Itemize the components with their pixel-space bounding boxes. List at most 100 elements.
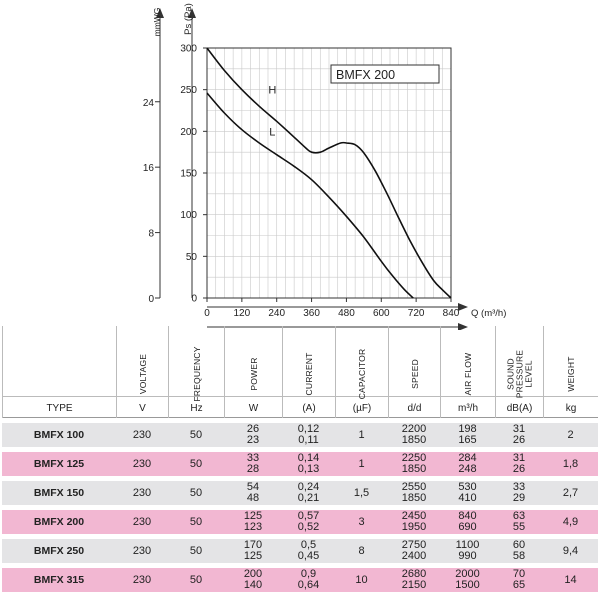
y2-tick-label: 24 — [143, 98, 155, 109]
header-label-weight: WEIGHT — [566, 356, 576, 392]
cell-value: 2450 — [401, 510, 427, 522]
cell-weight: 9,4 — [562, 544, 579, 557]
cell-speed: 2450 1950 — [388, 510, 440, 534]
cell-value: 0,52 — [297, 521, 320, 533]
x-axis-arrow — [458, 303, 468, 311]
series-l-curve — [206, 92, 414, 299]
cell-value: 284 — [458, 452, 477, 464]
cell-value: 1850 — [401, 492, 427, 504]
cell-frequency: 50 — [189, 428, 203, 441]
cell-weight: 14 — [564, 573, 577, 586]
y2-tick-label: 8 — [148, 229, 154, 240]
cell-value: 530 — [458, 481, 477, 493]
cell-value: 1500 — [455, 579, 480, 591]
header-label-power: POWER — [248, 357, 259, 391]
cell-type: BMFX 125 — [33, 457, 85, 470]
header-weight: WEIGHT kg — [543, 326, 598, 418]
header-unit-power: W — [248, 403, 259, 414]
x-tick-label: 720 — [408, 308, 425, 319]
cell-speed: 2550 1850 — [388, 481, 440, 505]
cell-value: 26 — [512, 434, 526, 446]
cell-power: 200 140 — [224, 568, 282, 592]
cell-voltage: 230 — [132, 486, 152, 499]
y-tick-label: 150 — [180, 169, 197, 180]
cell-type: BMFX 100 — [33, 428, 85, 441]
table-header: TYPE VOLTAGE V FREQUENCY Hz POWER W CURRENT (A) C… — [2, 326, 598, 418]
cell-capacitor: 1,5 — [353, 486, 370, 499]
cell-value: 2200 — [401, 423, 427, 435]
cell-sound: 31 26 — [495, 452, 543, 476]
table-row: BMFX 150 230 50 54 48 0,24 0,21 1,5 2550 1850 530 4… — [2, 481, 598, 505]
header-unit-frequency: Hz — [190, 403, 203, 414]
y-axis-title: Ps (Pa) — [183, 3, 194, 35]
table-row: BMFX 125 230 50 33 28 0,14 0,13 1 2250 1850 284 248… — [2, 452, 598, 476]
cell-value: 31 — [512, 423, 526, 435]
cell-value: 70 — [512, 568, 526, 580]
header-airflow: AIR FLOW m³/h — [440, 326, 495, 418]
cell-value: 1850 — [401, 434, 427, 446]
cell-value: 1850 — [401, 463, 427, 475]
cell-frequency: 50 — [189, 486, 203, 499]
cell-sound: 60 58 — [495, 539, 543, 563]
cell-value: 2750 — [401, 539, 427, 551]
cell-value: 33 — [512, 481, 526, 493]
x-tick-label: 480 — [338, 308, 355, 319]
table-row: BMFX 250 230 50 170 125 0,5 0,45 8 2750 2400 1100 9… — [2, 539, 598, 563]
cell-value: 1950 — [401, 521, 427, 533]
cell-type: BMFX 250 — [33, 544, 85, 557]
y2-tick-label: 0 — [148, 294, 154, 305]
cell-voltage: 230 — [132, 544, 152, 557]
header-unit-sound: dB(A) — [506, 403, 533, 414]
cell-value: 0,24 — [297, 481, 320, 493]
cell-voltage: 230 — [132, 428, 152, 441]
y-tick-label: 250 — [180, 85, 197, 96]
cell-value: 28 — [246, 463, 260, 475]
cell-frequency: 50 — [189, 515, 203, 528]
header-type: TYPE — [2, 326, 116, 418]
cell-value: 65 — [512, 579, 526, 591]
spec-table: TYPE VOLTAGE V FREQUENCY Hz POWER W CURRENT (A) C… — [2, 326, 598, 592]
header-unit-airflow: m³/h — [458, 403, 478, 414]
cell-voltage: 230 — [132, 573, 152, 586]
cell-airflow: 284 248 — [440, 452, 495, 476]
cell-capacitor: 3 — [358, 515, 365, 528]
cell-power: 54 48 — [224, 481, 282, 505]
x2-axis-arrow — [458, 323, 468, 330]
chart-title: BMFX 200 — [336, 68, 395, 82]
cell-value: 410 — [458, 492, 477, 504]
cell-value: 31 — [512, 452, 526, 464]
cell-current: 0,12 0,11 — [282, 423, 335, 447]
cell-value: 0,64 — [297, 579, 320, 591]
header-unit-weight: kg — [565, 403, 577, 414]
cell-value: 2150 — [401, 579, 427, 591]
cell-type: BMFX 150 — [33, 486, 85, 499]
cell-airflow: 2000 1500 — [440, 568, 495, 592]
cell-power: 33 28 — [224, 452, 282, 476]
cell-speed: 2200 1850 — [388, 423, 440, 447]
cell-frequency: 50 — [189, 457, 203, 470]
table-row: BMFX 100 230 50 26 23 0,12 0,11 1 2200 1850 198 165… — [2, 423, 598, 447]
header-voltage: VOLTAGE V — [116, 326, 168, 418]
x-tick-label: 600 — [373, 308, 390, 319]
x-tick-label: 240 — [268, 308, 285, 319]
x-axis-title: Q (m³/h) — [471, 308, 506, 319]
cell-value: 0,12 — [297, 423, 320, 435]
cell-value: 33 — [246, 452, 260, 464]
cell-value: 125 — [243, 550, 263, 562]
cell-value: 2400 — [401, 550, 427, 562]
cell-capacitor: 8 — [358, 544, 365, 557]
cell-capacitor: 10 — [355, 573, 368, 586]
x-tick-label: 360 — [303, 308, 320, 319]
chart-series — [206, 47, 452, 299]
cell-value: 58 — [512, 550, 526, 562]
cell-value: 2680 — [401, 568, 427, 580]
y2-axis-title: mmWG — [152, 8, 162, 37]
header-speed: SPEED d/d — [388, 326, 440, 418]
cell-value: 60 — [512, 539, 526, 551]
y-tick-label: 300 — [180, 44, 197, 55]
cell-value: 0,5 — [300, 539, 317, 551]
cell-airflow: 530 410 — [440, 481, 495, 505]
x-tick-label: 120 — [234, 308, 251, 319]
cell-value: 0,13 — [297, 463, 320, 475]
